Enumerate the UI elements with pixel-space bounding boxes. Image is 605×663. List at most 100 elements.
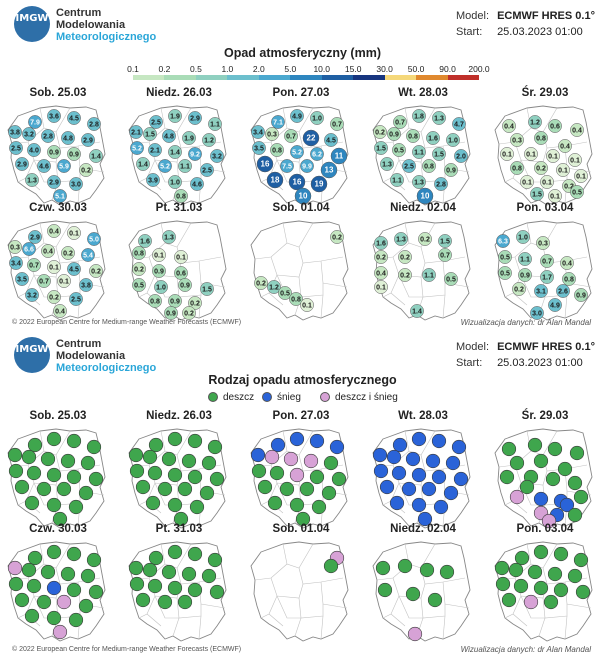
colorbar-tick: 1.0 (221, 64, 234, 74)
precip-value: 4.6 (192, 182, 202, 189)
panel-date: Pt. 31.03 (155, 202, 203, 214)
type-marker (7, 560, 23, 576)
precip-marker (394, 232, 408, 246)
precip-value: 1.6 (428, 136, 438, 143)
precip-value: 0.1 (302, 303, 312, 310)
region-border (512, 613, 528, 627)
type-marker (147, 465, 163, 481)
precip-marker (27, 143, 41, 157)
precip-value: 5.1 (55, 194, 65, 201)
credit-top: Wizualizacja danych: dr Alan Mandal (460, 318, 591, 327)
precip-marker (502, 119, 516, 133)
region-border (176, 484, 202, 506)
colorbar-swatch (384, 75, 417, 80)
precip-marker (148, 294, 162, 308)
panel-map: 6.3 1.0 0.3 0.5 1.1 0.7 0.4 0.5 0.9 1.7 0.8 0.2 3.1 2… (494, 220, 593, 321)
precip-value: 0.2 (332, 235, 342, 242)
precip-value: 3.4 (11, 261, 21, 268)
precip-marker (574, 169, 588, 183)
precip-value: 0.9 (154, 269, 164, 276)
precip-value: 1.7 (542, 275, 552, 282)
precip-value: 2.9 (49, 180, 59, 187)
precip-marker (188, 296, 202, 310)
model-label: Model: (456, 10, 490, 22)
type-marker (147, 578, 163, 594)
precip-marker (178, 278, 192, 292)
precip-value: 0.9 (520, 273, 530, 280)
region-border (276, 595, 301, 619)
precip-value: 0.4 (43, 249, 53, 256)
type-panel: Pon. 03.04 (491, 523, 599, 643)
type-marker (264, 449, 280, 465)
precip-value: 22 (307, 134, 316, 143)
legend-label: śnieg (277, 392, 301, 403)
precip-value: 0.2 (49, 295, 59, 302)
precip-marker (188, 111, 202, 125)
type-marker (129, 576, 145, 592)
precip-value: 0.1 (522, 180, 532, 187)
precip-marker (182, 131, 196, 145)
precip-value: 5.9 (59, 164, 69, 171)
colorbar-swatch (164, 75, 197, 80)
precip-marker (444, 272, 458, 286)
precip-marker (143, 127, 157, 141)
panel-date: Niedz. 26.03 (146, 87, 212, 99)
org-line-2: Modelowania (56, 19, 126, 31)
precip-value: 16 (293, 178, 302, 187)
type-marker (60, 566, 76, 582)
legend-item: śnieg (262, 392, 301, 403)
type-marker (86, 552, 102, 568)
precip-value: 6.6 (24, 247, 34, 254)
precip-value: 4.6 (39, 164, 49, 171)
type-marker (289, 431, 305, 447)
type-marker (52, 624, 68, 640)
precip-marker (540, 254, 554, 268)
type-marker (157, 594, 173, 610)
type-marker (269, 465, 285, 481)
panel-map (128, 428, 227, 529)
precip-value: 0.2 (420, 237, 430, 244)
type-marker (189, 499, 205, 515)
precip-marker (310, 175, 328, 193)
precip-marker (152, 264, 166, 278)
precip-marker (146, 173, 160, 187)
precip-marker (290, 109, 304, 123)
type-marker (331, 471, 347, 487)
start-label: Start: (456, 26, 483, 38)
precip-value: 4.9 (550, 303, 560, 310)
colorbar-tick: 0.2 (158, 64, 171, 74)
colorbar-swatch (447, 75, 480, 80)
precip-value: 4.8 (63, 136, 73, 143)
precip-value: 0.9 (180, 283, 190, 290)
precip-value: 0.9 (166, 311, 176, 318)
region-border (198, 615, 202, 640)
panel-map (7, 428, 106, 529)
precip-marker (570, 123, 584, 137)
precip-value: 1.4 (412, 309, 422, 316)
type-marker (66, 546, 82, 562)
precip-value: 1.1 (210, 122, 220, 129)
precip-value: 0.7 (29, 263, 39, 270)
type-marker (167, 467, 183, 483)
type-marker (88, 471, 104, 487)
precip-marker (416, 187, 434, 205)
precip-value: 1.3 (382, 162, 392, 169)
colorbar-tick: 2.0 (252, 64, 265, 74)
precip-panel: Wt. 28.03 0.7 1.8 1.3 4.7 0.2 0.9 0.8 1.6 1.0 1.5 0… (369, 87, 477, 207)
precip-marker (47, 145, 61, 159)
precip-value: 0.9 (69, 152, 79, 159)
precip-value: 1.4 (138, 162, 148, 169)
precip-marker (47, 224, 61, 238)
panel-date: Niedz. 02.04 (390, 202, 456, 214)
precip-marker (89, 149, 103, 163)
precip-value: 3.8 (10, 130, 20, 137)
colorbar-swatch (416, 75, 449, 80)
precip-value: 5.2 (292, 150, 302, 157)
precip-marker (288, 173, 306, 191)
type-marker (411, 497, 427, 513)
type-marker (145, 495, 161, 511)
precip-value: 3.2 (212, 154, 222, 161)
precip-marker (87, 232, 101, 246)
type-marker (573, 489, 589, 505)
precip-panel: Niedz. 26.03 2.5 1.9 2.9 1.1 2.1 1.5 4.8 1.9 1.2 5… (125, 87, 233, 207)
